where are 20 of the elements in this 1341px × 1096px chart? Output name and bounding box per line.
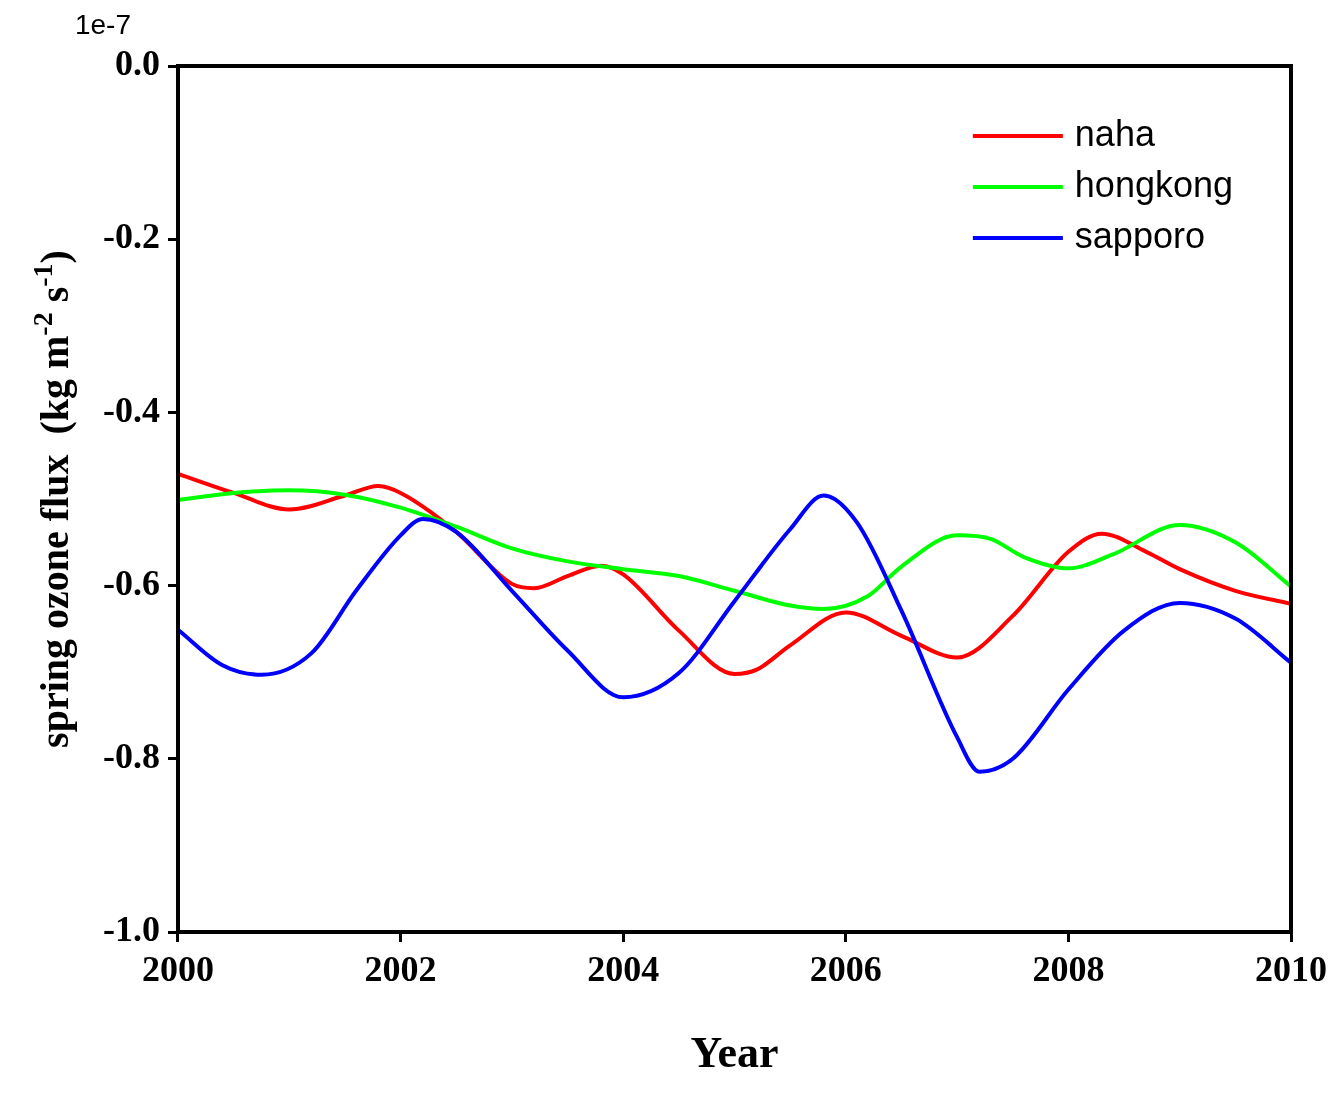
x-axis-title: Year xyxy=(690,1027,779,1077)
x-tick-label: 2004 xyxy=(587,948,660,989)
y-tick-label: -1.0 xyxy=(102,909,160,950)
y-axis-title: spring ozone flux (kg m-2 s-1) xyxy=(27,250,77,748)
text: 1e-7 xyxy=(74,8,132,40)
y-tick-label: -0.6 xyxy=(102,562,160,603)
y-tick-label: -0.8 xyxy=(102,736,160,777)
legend-label: sapporo xyxy=(1074,214,1205,256)
x-tick-label: 2000 xyxy=(141,948,214,989)
y-tick-label: -0.4 xyxy=(102,389,160,430)
y-tick-label: 0.0 xyxy=(114,43,160,84)
x-tick-label: 2008 xyxy=(1032,948,1105,989)
y-tick-label: -0.2 xyxy=(102,216,160,257)
x-tick-label: 2002 xyxy=(364,948,437,989)
line-series xyxy=(177,488,1291,611)
legend-label: hongkong xyxy=(1074,163,1234,205)
legend-label: naha xyxy=(1074,112,1156,154)
x-tick-label: 2006 xyxy=(809,948,882,989)
x-tick-label: 2010 xyxy=(1255,948,1327,989)
line-series xyxy=(177,493,1291,774)
